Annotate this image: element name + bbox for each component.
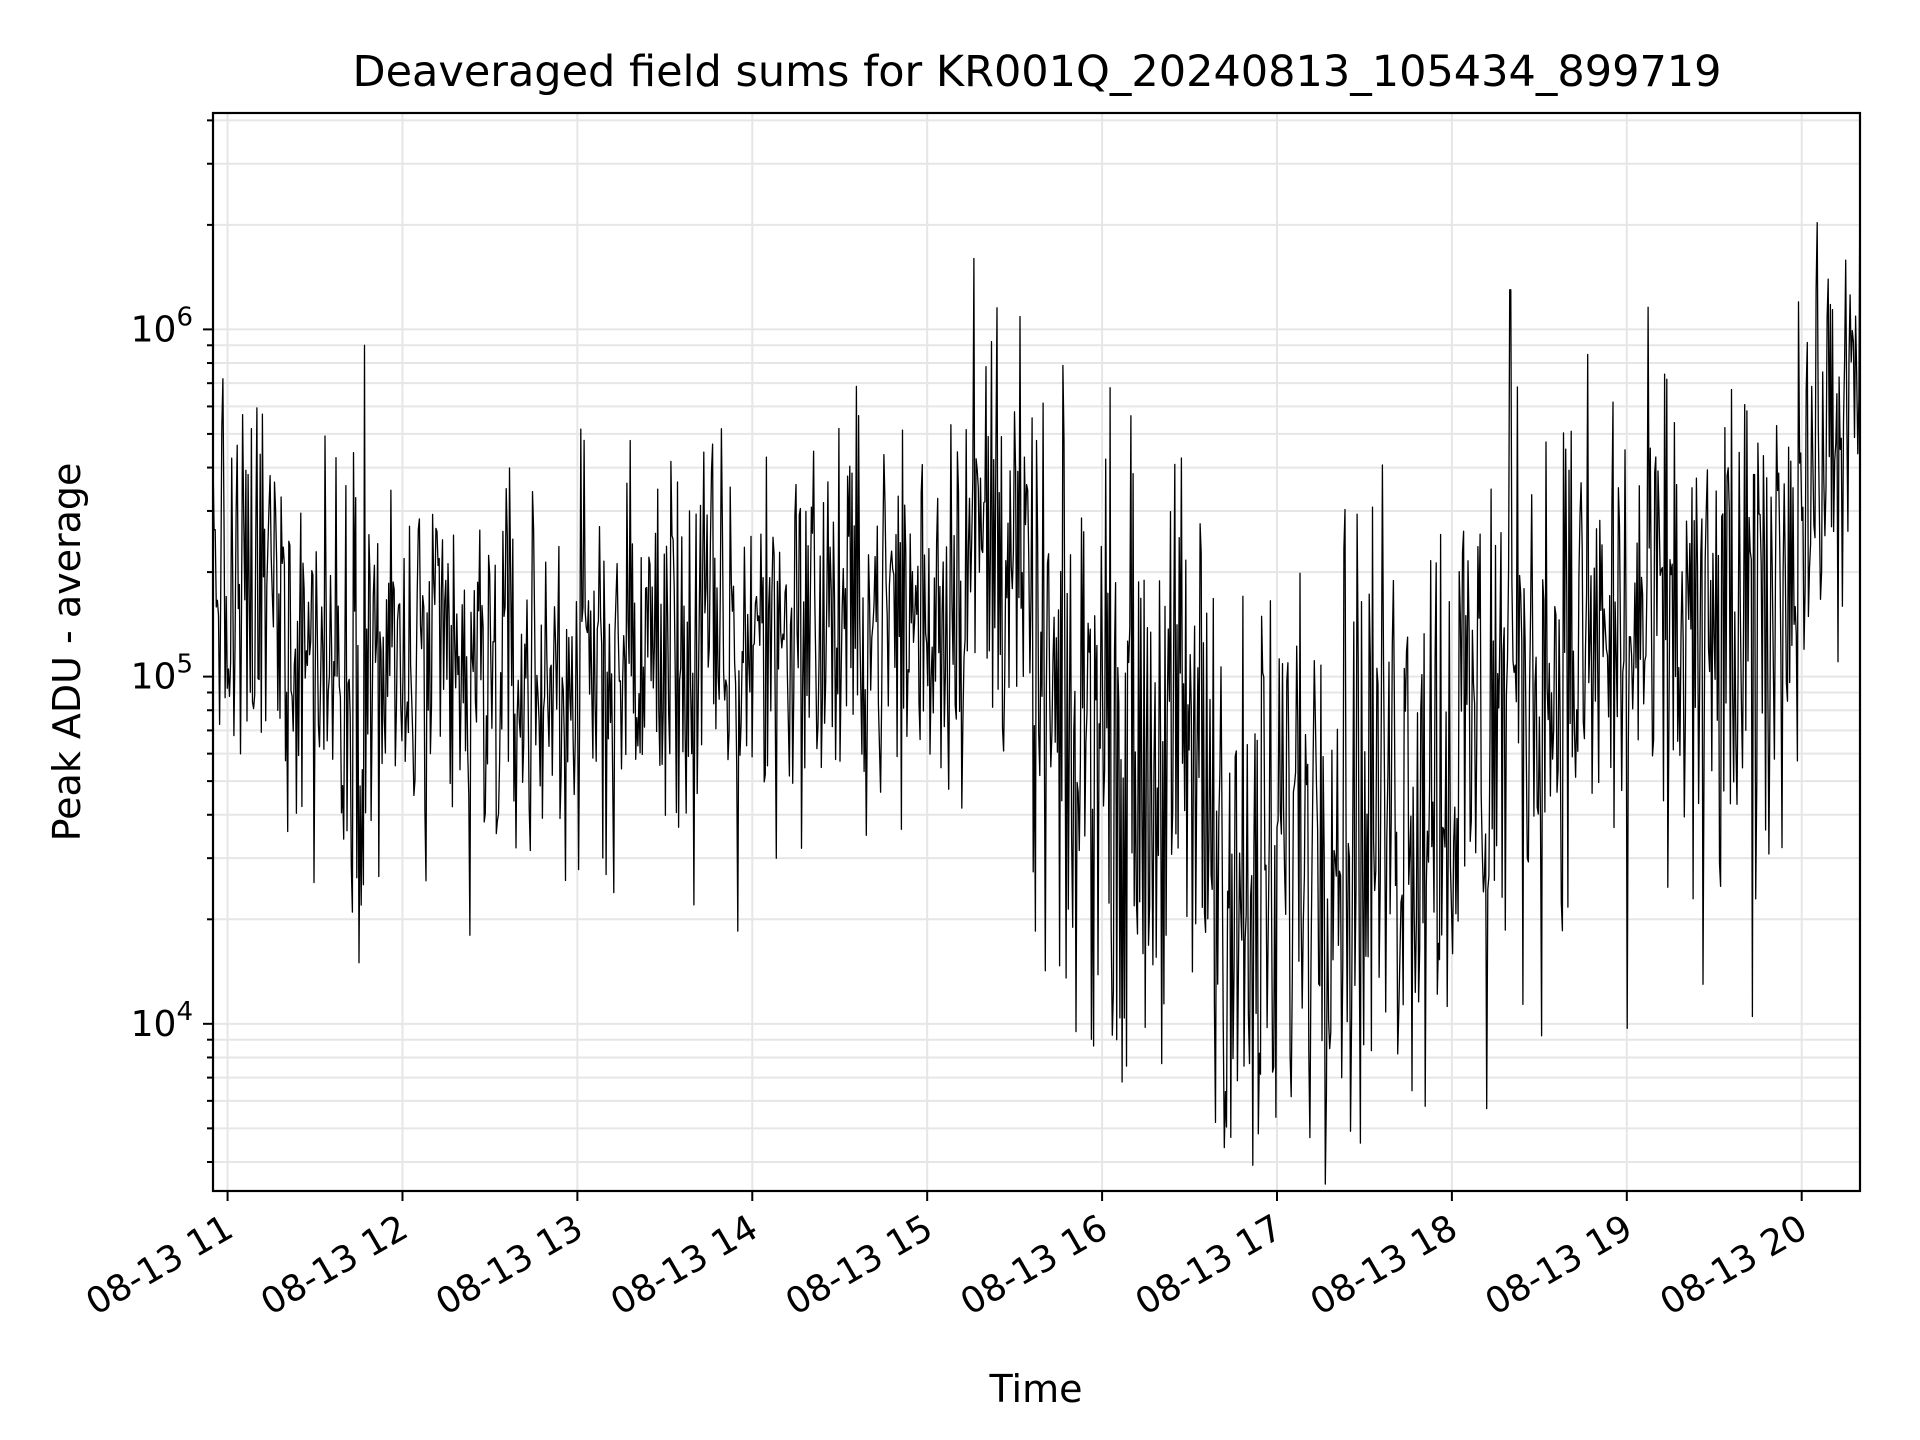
series-line [212,168,1861,1185]
y-axis-label: Peak ADU - average [45,463,89,842]
y-tick-label: 105 [131,650,193,698]
x-axis-label: Time [989,1367,1083,1411]
plot-frame [211,111,1862,1193]
grid [213,113,1860,1191]
series [212,168,1861,1185]
y-tick-label: 106 [131,302,193,350]
chart-title: Deaveraged field sums for KR001Q_2024081… [352,47,1721,97]
y-tick-label: 104 [131,997,193,1045]
